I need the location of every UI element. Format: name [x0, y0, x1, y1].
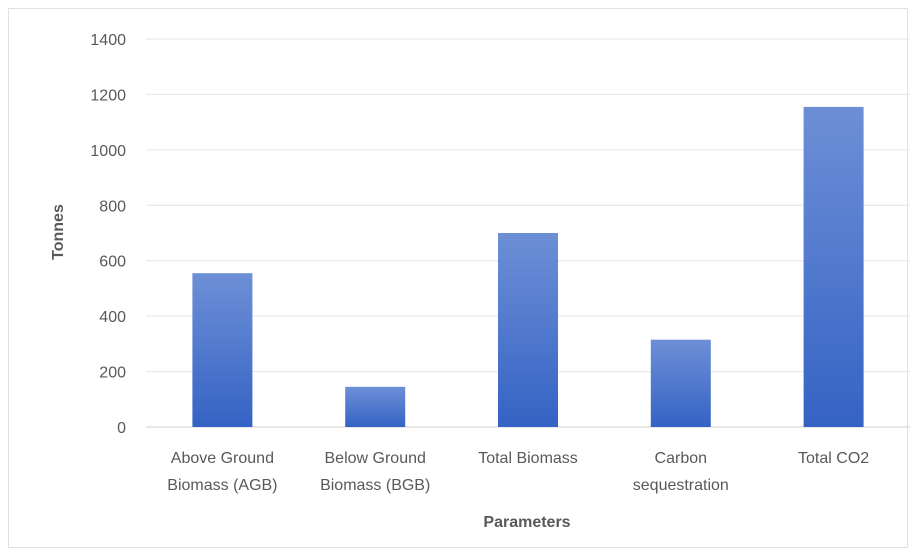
- x-category-label: Carbon: [655, 450, 707, 467]
- bar: [498, 233, 558, 427]
- bar: [345, 386, 406, 427]
- x-category-label: sequestration: [633, 477, 729, 494]
- bar: [650, 339, 711, 427]
- x-category-labels: Above Ground Biomass (AGB) Below Ground Bio…: [167, 450, 869, 494]
- y-tick-label: 1400: [90, 32, 126, 49]
- y-axis-title: Tonnes: [50, 204, 67, 260]
- x-axis-title: Parameters: [483, 514, 570, 531]
- y-tick-label: 0: [117, 420, 126, 437]
- bars: [192, 106, 864, 428]
- y-tick-label: 1200: [90, 87, 126, 104]
- y-tick-label: 600: [99, 254, 126, 271]
- x-category-label: Above Ground: [171, 450, 274, 467]
- y-tick-label: 200: [99, 365, 126, 382]
- bar: [803, 106, 864, 428]
- gridlines: [146, 38, 910, 428]
- y-tick-label: 1000: [90, 143, 126, 160]
- x-category-label: Below Ground: [325, 450, 426, 467]
- y-tick-label: 800: [99, 198, 126, 215]
- y-tick-label: 400: [99, 309, 126, 326]
- x-category-label: Total CO2: [798, 450, 869, 467]
- chart-frame: [8, 8, 908, 548]
- x-category-label: Total Biomass: [478, 450, 578, 467]
- bar: [192, 273, 253, 427]
- x-category-label: Biomass (AGB): [167, 477, 277, 494]
- x-category-label: Biomass (BGB): [320, 477, 430, 494]
- y-tick-labels: 0 200 400 600 800 1000 1200 1400: [90, 32, 126, 437]
